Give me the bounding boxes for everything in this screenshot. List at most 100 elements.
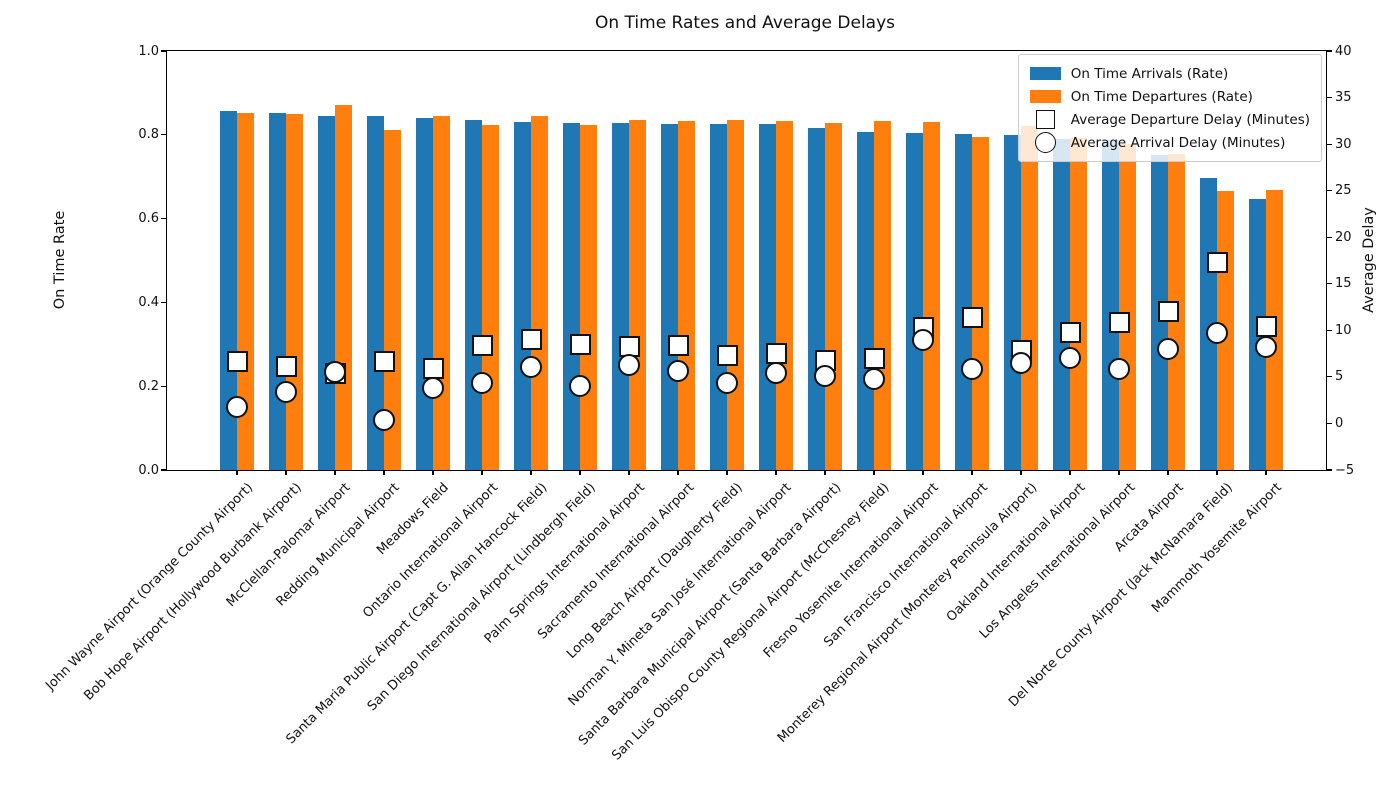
bar-on-time-arrivals [465, 120, 482, 470]
y-tick-label: 0.8 [138, 127, 159, 143]
x-tick-label: San Diego International Airport (Lindber… [365, 480, 599, 715]
marker-avg-arrival-delay [520, 355, 542, 378]
y-tick-label: 30 [1335, 136, 1352, 152]
bar-on-time-arrivals [1102, 139, 1119, 470]
y-tick [1326, 469, 1332, 471]
bar-on-time-arrivals [906, 132, 923, 470]
marker-avg-arrival-delay [275, 380, 297, 403]
marker-avg-departure-delay [373, 351, 395, 373]
x-tick [824, 470, 826, 475]
chart-title: On Time Rates and Average Delays [594, 13, 896, 33]
marker-avg-arrival-delay [226, 395, 248, 418]
marker-avg-arrival-delay [863, 367, 885, 390]
y-tick [1326, 329, 1332, 331]
marker-avg-departure-delay [422, 358, 444, 379]
x-tick [873, 470, 875, 475]
marker-avg-departure-delay [226, 351, 248, 373]
legend-square-marker-icon [1028, 110, 1064, 129]
marker-avg-departure-delay [1059, 321, 1081, 343]
y-tick-label: 0.0 [138, 462, 159, 478]
legend-swatch-arrivals-bar [1028, 67, 1064, 80]
x-tick [285, 470, 287, 475]
y-tick [1326, 236, 1332, 238]
legend-circle-marker-icon [1028, 132, 1064, 153]
plot-area: 0.0 0.2 0.4 0.6 0.8 1.0 −5 0 5 10 15 20 25 30 35 40 John… [43, 45, 1354, 764]
x-tick-label: Fresno Yosemite International Airport [761, 480, 942, 662]
y-tick-label: 10 [1335, 322, 1352, 338]
bar-on-time-arrivals [857, 131, 874, 470]
y-tick [161, 469, 167, 471]
right-axis-label: Average Delay [1361, 207, 1377, 313]
y-tick-label: 15 [1335, 276, 1352, 292]
marker-avg-arrival-delay [373, 408, 395, 431]
marker-avg-arrival-delay [324, 361, 346, 384]
bar-on-time-departures [580, 125, 597, 470]
left-axis-label: On Time Rate [52, 210, 68, 310]
bar-on-time-arrivals [1004, 134, 1021, 470]
y-tick [1326, 422, 1332, 425]
x-tick [775, 470, 777, 475]
legend-label: On Time Arrivals (Rate) [1070, 65, 1229, 82]
legend-label: Average Departure Delay (Minutes) [1070, 111, 1310, 128]
marker-avg-arrival-delay [961, 358, 983, 381]
marker-avg-arrival-delay [765, 362, 787, 385]
legend-swatch-departures-bar [1028, 90, 1064, 103]
y-tick-label: 0.2 [138, 378, 159, 394]
bar-on-time-arrivals [563, 123, 580, 470]
marker-avg-departure-delay [1108, 312, 1130, 334]
bar-on-time-arrivals [416, 117, 433, 470]
y-tick [161, 385, 167, 387]
marker-avg-departure-delay [863, 347, 885, 369]
y-tick [161, 134, 167, 136]
legend-label: On Time Departures (Rate) [1070, 88, 1253, 105]
bar-on-time-arrivals [220, 110, 237, 470]
marker-avg-arrival-delay [422, 377, 444, 400]
bar-on-time-departures [923, 121, 940, 470]
bar-on-time-departures [286, 114, 303, 470]
x-tick [334, 470, 336, 475]
y-tick-label: 40 [1335, 43, 1352, 59]
x-tick [1265, 470, 1267, 475]
bar-on-time-departures [335, 105, 352, 470]
x-tick [922, 470, 924, 475]
marker-avg-departure-delay [765, 343, 787, 365]
y-tick-label: 1.0 [138, 43, 159, 59]
legend-item-on-time-arrivals: On Time Arrivals (Rate) [1028, 62, 1310, 85]
marker-avg-departure-delay [961, 306, 983, 328]
bar-on-time-arrivals [710, 123, 727, 470]
y-tick-label: 0 [1335, 415, 1344, 431]
bar-on-time-arrivals [318, 115, 335, 470]
y-tick [1326, 143, 1332, 145]
marker-avg-departure-delay [1206, 251, 1228, 273]
bar-on-time-arrivals [514, 121, 531, 470]
x-tick-label: Long Beach Airport (Daugherty Field) [564, 480, 746, 662]
y-tick [1326, 376, 1332, 378]
x-tick [236, 470, 238, 475]
bar-on-time-arrivals [808, 127, 825, 470]
bar-on-time-departures [482, 124, 499, 470]
x-tick-label: Bob Hope Airport (Hollywood Burbank Airp… [81, 480, 305, 704]
legend: On Time Arrivals (Rate) On Time Departur… [1017, 54, 1322, 162]
y-tick [1326, 50, 1332, 52]
marker-avg-arrival-delay [1157, 337, 1179, 360]
bar-on-time-departures [1119, 143, 1136, 470]
marker-avg-departure-delay [569, 333, 591, 355]
legend-item-arrival-delay: Average Arrival Delay (Minutes) [1028, 131, 1310, 154]
marker-avg-departure-delay [520, 329, 542, 351]
marker-avg-departure-delay [1157, 301, 1179, 323]
marker-avg-departure-delay [1255, 316, 1277, 338]
marker-avg-arrival-delay [814, 364, 836, 387]
marker-avg-arrival-delay [1206, 322, 1228, 345]
bar-on-time-departures [629, 120, 646, 470]
x-tick [971, 470, 973, 475]
x-tick [383, 470, 385, 475]
bar-on-time-arrivals [269, 112, 286, 470]
y-tick-label: 0.4 [138, 294, 159, 310]
x-tick [579, 470, 581, 475]
y-tick-label: 5 [1335, 369, 1344, 385]
marker-avg-arrival-delay [618, 353, 640, 376]
marker-avg-departure-delay [716, 344, 738, 366]
x-tick-label: John Wayne Airport (Orange County Airpor… [42, 480, 256, 694]
bar-on-time-departures [237, 113, 254, 470]
bar-on-time-departures [433, 115, 450, 470]
